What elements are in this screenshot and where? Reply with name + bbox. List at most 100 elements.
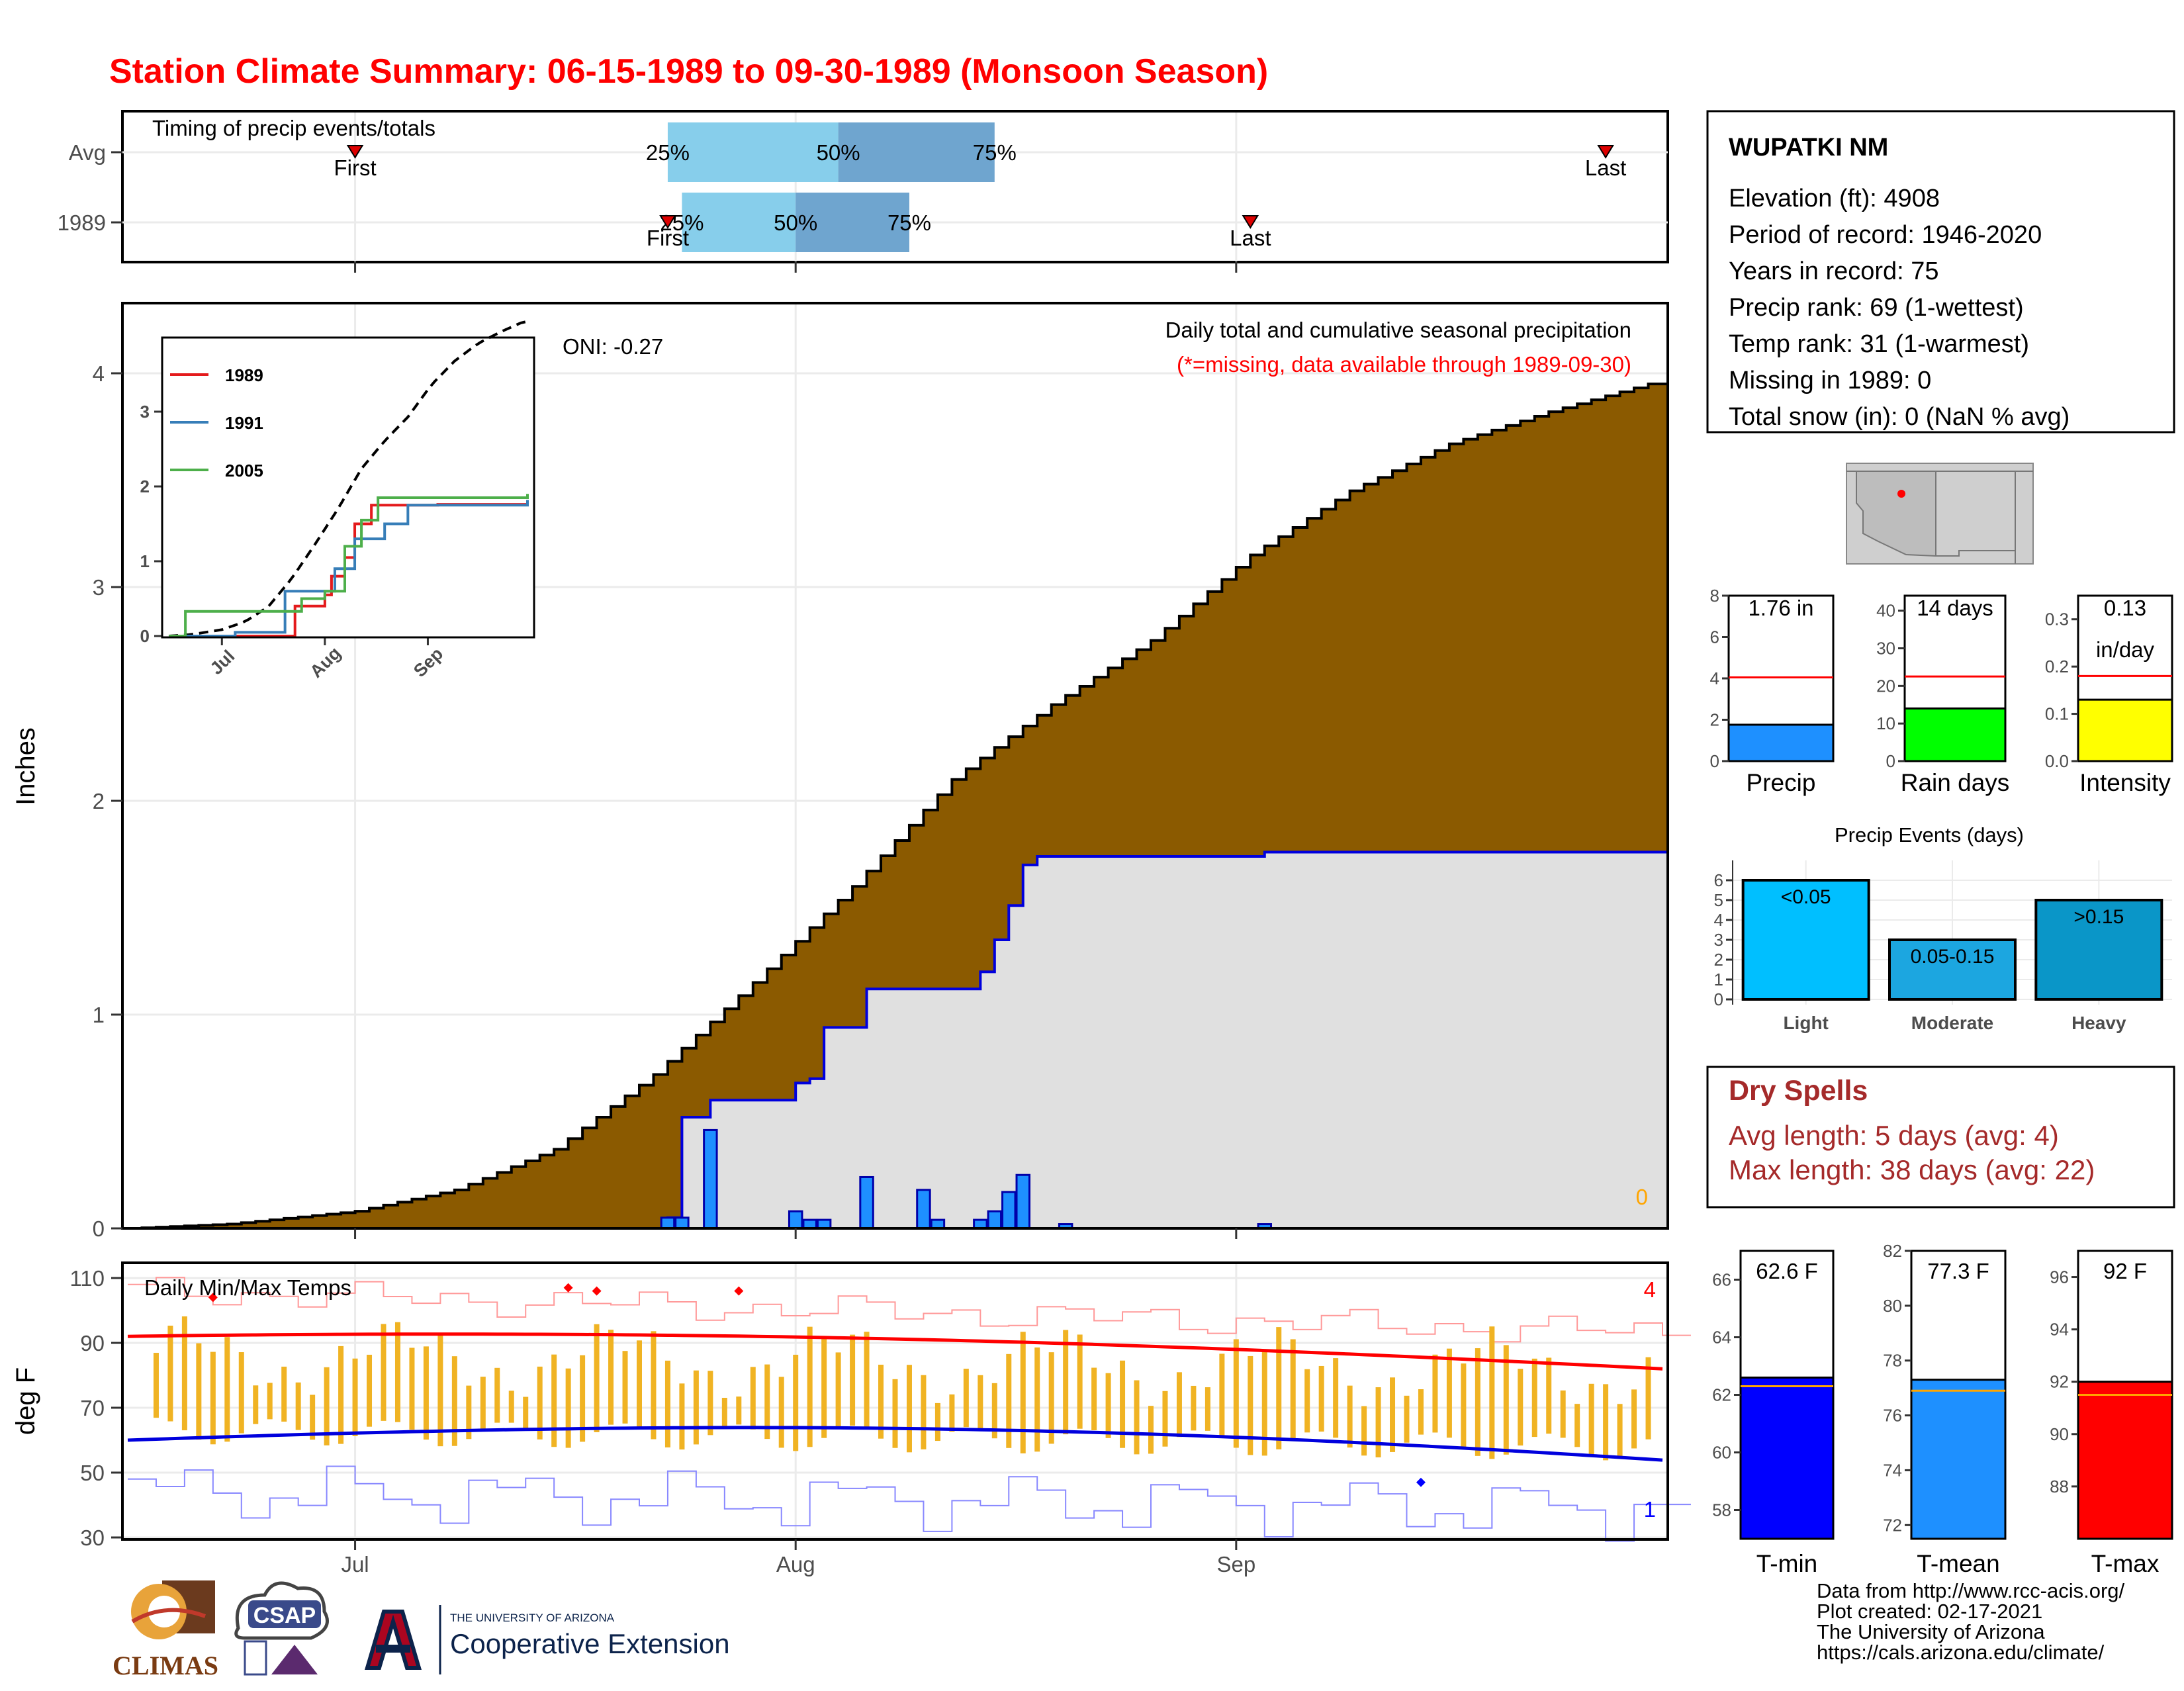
daily-temp-range-bar (1233, 1339, 1239, 1448)
mini-bar-tick-label: 8 (1710, 586, 1719, 606)
daily-temp-range-bar (864, 1332, 870, 1430)
temp-bar-tick-label: 76 (1883, 1406, 1902, 1426)
daily-temp-range-bar (906, 1365, 912, 1453)
events-bar (1741, 879, 1870, 1001)
temp-ytick-label: 90 (80, 1331, 105, 1355)
ua-small-text: THE UNIVERSITY OF ARIZONA (450, 1612, 615, 1624)
daily-temp-range-bar (1134, 1380, 1140, 1455)
inset-analog-year-line (169, 494, 529, 637)
temp-bar-tick-label: 92 (2050, 1372, 2069, 1392)
precip-ytick-label: 0 (93, 1216, 105, 1241)
daily-temp-range-bar (850, 1334, 856, 1426)
precip-ytick-label: 4 (93, 361, 105, 386)
daily-temp-range-bar (1404, 1395, 1410, 1443)
timing-marker (1597, 145, 1614, 159)
daily-precip-bar (1015, 1173, 1030, 1230)
timing-percentile-label: 50% (817, 140, 860, 165)
temp-bar-category: T-max (2091, 1550, 2160, 1577)
daily-temp-range-bar (1531, 1358, 1537, 1438)
daily-temp-range-bar (1219, 1353, 1225, 1438)
temp-bar-category: T-mean (1917, 1550, 1999, 1577)
mini-bar-chart: 0 2 4 6 8 1.76 in Precip (1710, 586, 1835, 796)
month-axis: Jul Aug Sep (341, 262, 1255, 1577)
daily-temp-range-bar (608, 1330, 614, 1425)
daily-temp-range-bar (1020, 1332, 1026, 1454)
dry-spells-box: Dry Spells Avg length: 5 days (avg: 4) M… (1706, 1066, 2175, 1209)
daily-precip-bar (1001, 1191, 1017, 1230)
daily-temp-range-bar (821, 1338, 827, 1438)
oni-value: ONI: -0.27 (563, 334, 663, 359)
daily-temp-range-bar (1631, 1389, 1637, 1449)
mini-bar-category: Precip (1747, 769, 1816, 796)
daily-temp-range-bar (679, 1383, 685, 1450)
temp-bar-tick-label: 74 (1883, 1460, 1902, 1480)
timing-marker-label: Last (1230, 226, 1271, 250)
daily-temp-range-bar (651, 1331, 657, 1440)
daily-temp-range-bar (664, 1360, 670, 1447)
daily-temp-range-bar (1475, 1348, 1480, 1456)
daily-temp-range-bar (1518, 1369, 1524, 1446)
temp-ylabel: deg F (11, 1367, 40, 1435)
daily-temp-range-bar (409, 1348, 415, 1430)
page-title: Station Climate Summary: 06-15-1989 to 0… (109, 52, 1268, 91)
daily-precip-bar (660, 1216, 676, 1230)
daily-temp-range-bar (991, 1383, 997, 1439)
daily-temp-range-bar (1276, 1327, 1282, 1449)
locator-map (1846, 463, 2034, 565)
mini-bar-tick-label: 6 (1710, 627, 1719, 647)
daily-temp-range-bar (267, 1383, 273, 1420)
daily-temp-range-bar (423, 1346, 429, 1440)
daily-temp-range-bar (1560, 1390, 1566, 1438)
station-missing: Missing in 1989: 0 (1729, 367, 1931, 394)
timing-percentile-label: 75% (887, 210, 931, 235)
precip-ytick-label: 1 (93, 1003, 105, 1027)
precip-note: Daily total and cumulative seasonal prec… (1165, 318, 1631, 342)
precip-ytick-label: 3 (93, 575, 105, 600)
mini-bar-tick-label: 0.0 (2045, 751, 2069, 771)
daily-temp-range-bar (238, 1352, 244, 1434)
events-bar-label: <0.05 (1781, 886, 1831, 908)
daily-temp-range-bar (181, 1316, 187, 1431)
mini-bar-value-label: in/day (2096, 637, 2155, 662)
events-ytick-label: 0 (1714, 989, 1723, 1009)
temp-bar-tick-label: 64 (1712, 1328, 1731, 1348)
daily-temp-range-bar (1333, 1358, 1339, 1438)
mini-bar-tick-label: 40 (1876, 601, 1895, 621)
daily-temp-range-bar (1148, 1406, 1154, 1454)
station-precip-rank: Precip rank: 69 (1-wettest) (1729, 294, 2024, 322)
climas-logo: CLIMAS (113, 1580, 218, 1680)
daily-precip-bar (788, 1210, 803, 1230)
daily-temp-range-bar (1617, 1404, 1623, 1457)
daily-temp-range-bar (523, 1396, 529, 1430)
daily-temp-range-bar (1191, 1385, 1197, 1431)
climas-wordmark: CLIMAS (113, 1651, 218, 1680)
events-bar (1888, 938, 2017, 1001)
daily-temp-range-bar (1574, 1404, 1580, 1447)
daily-temp-range-bar (1290, 1339, 1296, 1440)
daily-temp-range-bar (310, 1394, 316, 1440)
station-years: Years in record: 75 (1729, 257, 1939, 285)
daily-temp-range-bar (466, 1385, 472, 1440)
events-ytick-label: 4 (1714, 910, 1723, 930)
mini-bar-value-label: 0.13 (2104, 596, 2146, 620)
daily-temp-range-bar (437, 1333, 443, 1447)
credit-url: https://cals.arizona.edu/climate/ (1817, 1641, 2105, 1664)
logo-strip: CLIMAS CSAP THE UNIVERSITY OF ARIZONA Co… (106, 1575, 741, 1688)
precip-panel: 0 1 2 3 4 Inches Daily total and cumulative … (11, 302, 1669, 1241)
temp-bar-tick-label: 72 (1883, 1515, 1902, 1535)
temp-bar-tick-label: 88 (2050, 1477, 2069, 1496)
temp-bar-category: T-min (1756, 1550, 1818, 1577)
daily-temp-range-bar (451, 1356, 457, 1446)
daily-temp-range-bar (494, 1367, 500, 1423)
timing-bar-q2 (682, 193, 796, 252)
daily-temp-range-bar (1261, 1350, 1267, 1456)
daily-temp-range-bar (1105, 1373, 1111, 1438)
timing-marker-label: First (334, 156, 376, 180)
events-ytick-label: 5 (1714, 890, 1723, 910)
record-low-line (128, 1465, 1691, 1542)
observed-cumulative-area (128, 850, 1669, 1230)
station-temp-rank: Temp rank: 31 (1-warmest) (1729, 330, 2029, 358)
daily-temp-range-bar (1446, 1348, 1452, 1438)
temp-bar-tick-label: 94 (2050, 1320, 2069, 1340)
